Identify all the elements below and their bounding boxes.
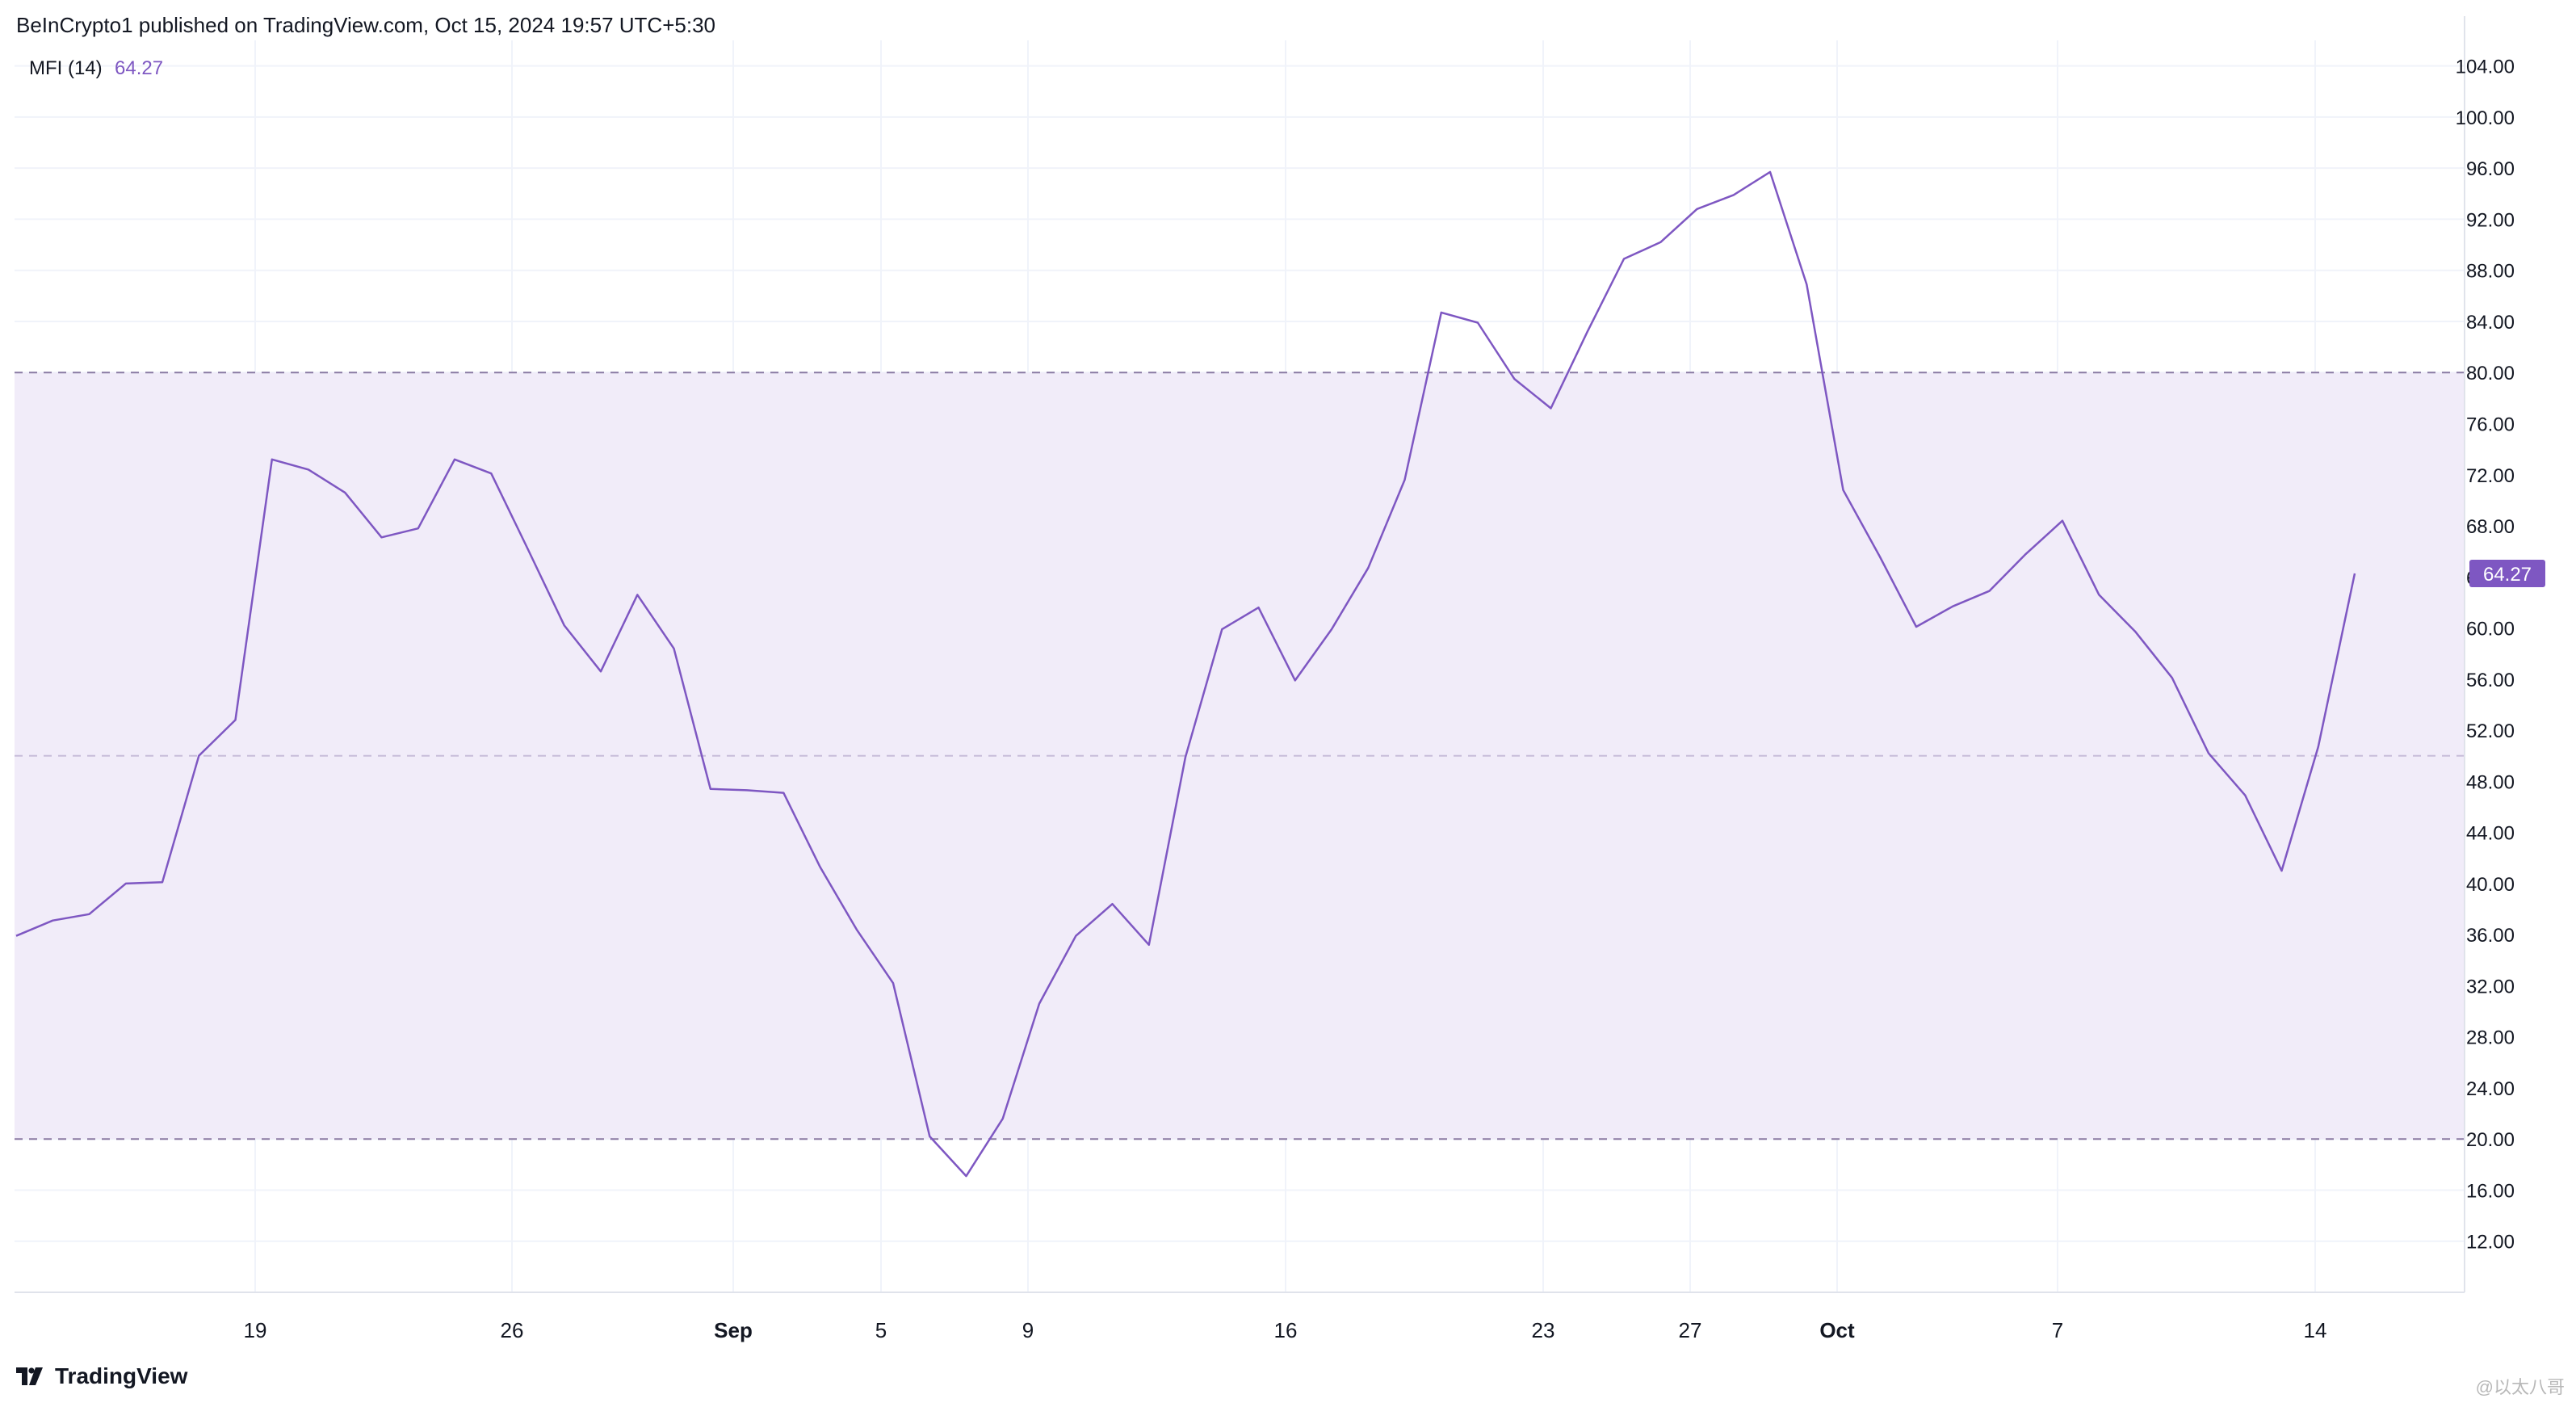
current-value-badge-bg bbox=[2469, 560, 2545, 588]
brand-name: TradingView bbox=[55, 1363, 188, 1388]
x-tick-label: 16 bbox=[1274, 1318, 1298, 1342]
watermark-text: @以太八哥 bbox=[2475, 1377, 2565, 1397]
y-tick-label: 72.00 bbox=[2466, 465, 2515, 487]
y-tick-label: 88.00 bbox=[2466, 261, 2515, 283]
y-tick-label: 96.00 bbox=[2466, 158, 2515, 180]
y-tick-label: 80.00 bbox=[2466, 363, 2515, 384]
y-tick-label: 20.00 bbox=[2466, 1129, 2515, 1151]
x-tick-label: 7 bbox=[2052, 1318, 2063, 1342]
indicator-label: MFI (14) bbox=[29, 57, 103, 79]
x-tick-label: Oct bbox=[1819, 1318, 1855, 1342]
x-tick-label: 19 bbox=[244, 1318, 267, 1342]
series-line-mfi bbox=[15, 170, 2356, 1178]
x-tick-label: 23 bbox=[1532, 1318, 1555, 1342]
y-tick-label: 52.00 bbox=[2466, 720, 2515, 742]
indicator-legend[interactable]: MFI (14) 64.27 bbox=[29, 57, 163, 79]
y-tick-label: 36.00 bbox=[2466, 925, 2515, 947]
y-tick-label: 76.00 bbox=[2466, 414, 2515, 435]
y-tick-label: 40.00 bbox=[2466, 874, 2515, 896]
y-tick-label: 68.00 bbox=[2466, 516, 2515, 538]
y-tick-label: 24.00 bbox=[2466, 1078, 2515, 1100]
indicator-value: 64.27 bbox=[115, 57, 163, 79]
y-tick-label: 100.00 bbox=[2456, 107, 2515, 129]
y-tick-label: 16.00 bbox=[2466, 1180, 2515, 1202]
y-tick-label: 60.00 bbox=[2466, 619, 2515, 640]
x-axis-ticks: 19 26 Sep 5 9 16 23 27 Oct 7 14 bbox=[244, 1318, 2327, 1342]
y-tick-label: 92.00 bbox=[2466, 209, 2515, 231]
x-tick-label: 27 bbox=[1679, 1318, 1702, 1342]
x-tick-label: Sep bbox=[714, 1318, 753, 1342]
y-tick-label: 48.00 bbox=[2466, 771, 2515, 793]
tradingview-brand[interactable]: TradingView bbox=[16, 1363, 187, 1389]
y-tick-label: 56.00 bbox=[2466, 670, 2515, 691]
x-tick-label: 26 bbox=[501, 1318, 524, 1342]
x-tick-label: 14 bbox=[2304, 1318, 2327, 1342]
y-tick-label: 32.00 bbox=[2466, 976, 2515, 998]
publish-info: BeInCrypto1 published on TradingView.com… bbox=[16, 13, 715, 37]
x-tick-label: 5 bbox=[875, 1318, 887, 1342]
x-tick-label: 9 bbox=[1022, 1318, 1034, 1342]
y-tick-label: 104.00 bbox=[2456, 57, 2515, 78]
y-tick-label: 44.00 bbox=[2466, 823, 2515, 845]
y-tick-label: 28.00 bbox=[2466, 1027, 2515, 1049]
tradingview-logo-icon bbox=[16, 1367, 43, 1385]
current-value-badge: 64.27 bbox=[2469, 560, 2545, 588]
current-value-badge-text: 64.27 bbox=[2483, 564, 2532, 586]
y-tick-label: 84.00 bbox=[2466, 312, 2515, 334]
y-tick-label: 12.00 bbox=[2466, 1232, 2515, 1254]
